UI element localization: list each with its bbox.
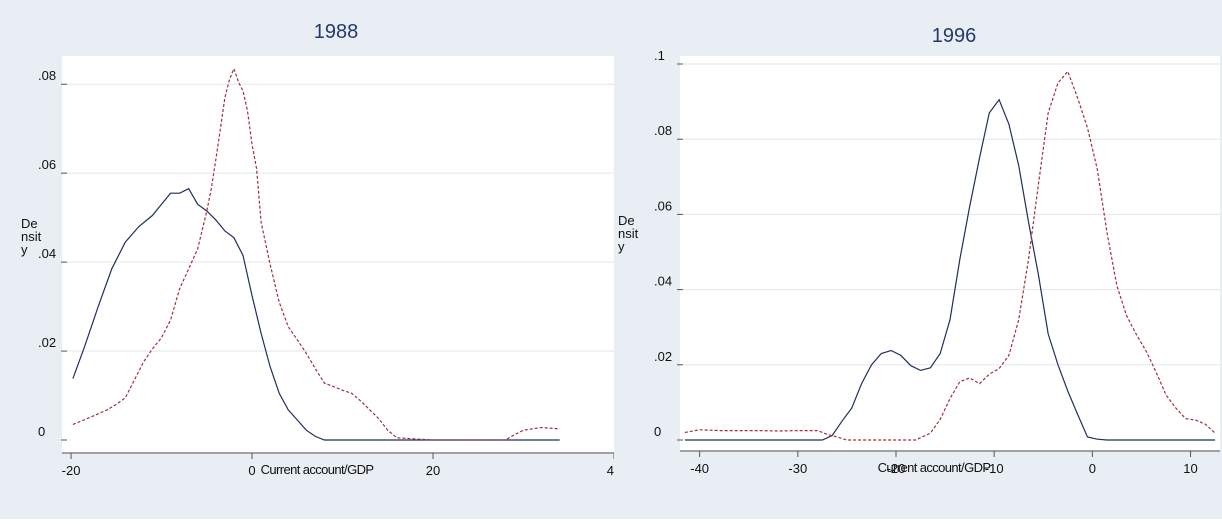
plot-area xyxy=(62,56,614,452)
x-tick-label: -30 xyxy=(788,461,807,476)
y-tick-label: .08 xyxy=(654,123,672,138)
chart-panel-1988: 1988 0 .02 .04 .06 .08 -20 0 20 40 Current account… xyxy=(0,0,621,519)
x-tick-label: 20 xyxy=(426,463,440,478)
y-tick-label: .1 xyxy=(654,48,665,63)
x-tick-label: -20 xyxy=(887,461,906,476)
y-tick-label: .08 xyxy=(38,68,56,83)
y-tick-label: 0 xyxy=(654,424,661,439)
y-tick-label: .02 xyxy=(38,335,56,350)
chart-panel-1996: 1996 0 .02 .04 .06 .08 .1 -40 -30 -20 -10 0 10 Curren… xyxy=(614,0,1222,519)
density-chart-1988: 1988 0 .02 .04 .06 .08 -20 0 20 40 Current account… xyxy=(0,0,621,519)
plot-area xyxy=(680,56,1220,450)
x-tick-label: 10 xyxy=(1183,461,1197,476)
density-line-solid xyxy=(72,187,560,441)
chart-title: 1996 xyxy=(932,25,977,47)
density-line-dashed xyxy=(72,66,560,441)
x-tick-label: 0 xyxy=(248,463,255,478)
x-axis-label: Current account/GDP xyxy=(261,462,374,477)
y-tick-label: 0 xyxy=(38,424,45,439)
y-tick-label: .06 xyxy=(38,157,56,172)
x-tick-label: -40 xyxy=(690,461,709,476)
y-axis-label: De nsit y xyxy=(618,213,639,254)
y-tick-label: .02 xyxy=(654,349,672,364)
density-line-solid xyxy=(684,98,1216,441)
x-tick-label: -10 xyxy=(985,461,1004,476)
x-tick-label: 0 xyxy=(1089,461,1096,476)
density-line-dashed xyxy=(684,70,1216,441)
x-axis-label: Current account/GDP xyxy=(878,460,991,475)
y-tick-label: .04 xyxy=(38,246,56,261)
y-tick-label: .04 xyxy=(654,274,672,289)
y-axis-label: De nsit y xyxy=(21,216,42,257)
density-chart-1996: 1996 0 .02 .04 .06 .08 .1 -40 -30 -20 -10 0 10 Curren… xyxy=(614,0,1222,519)
y-tick-label: .06 xyxy=(654,198,672,213)
x-tick-label: 40 xyxy=(607,463,614,478)
x-tick-label: -20 xyxy=(62,463,81,478)
chart-title: 1988 xyxy=(314,21,359,43)
